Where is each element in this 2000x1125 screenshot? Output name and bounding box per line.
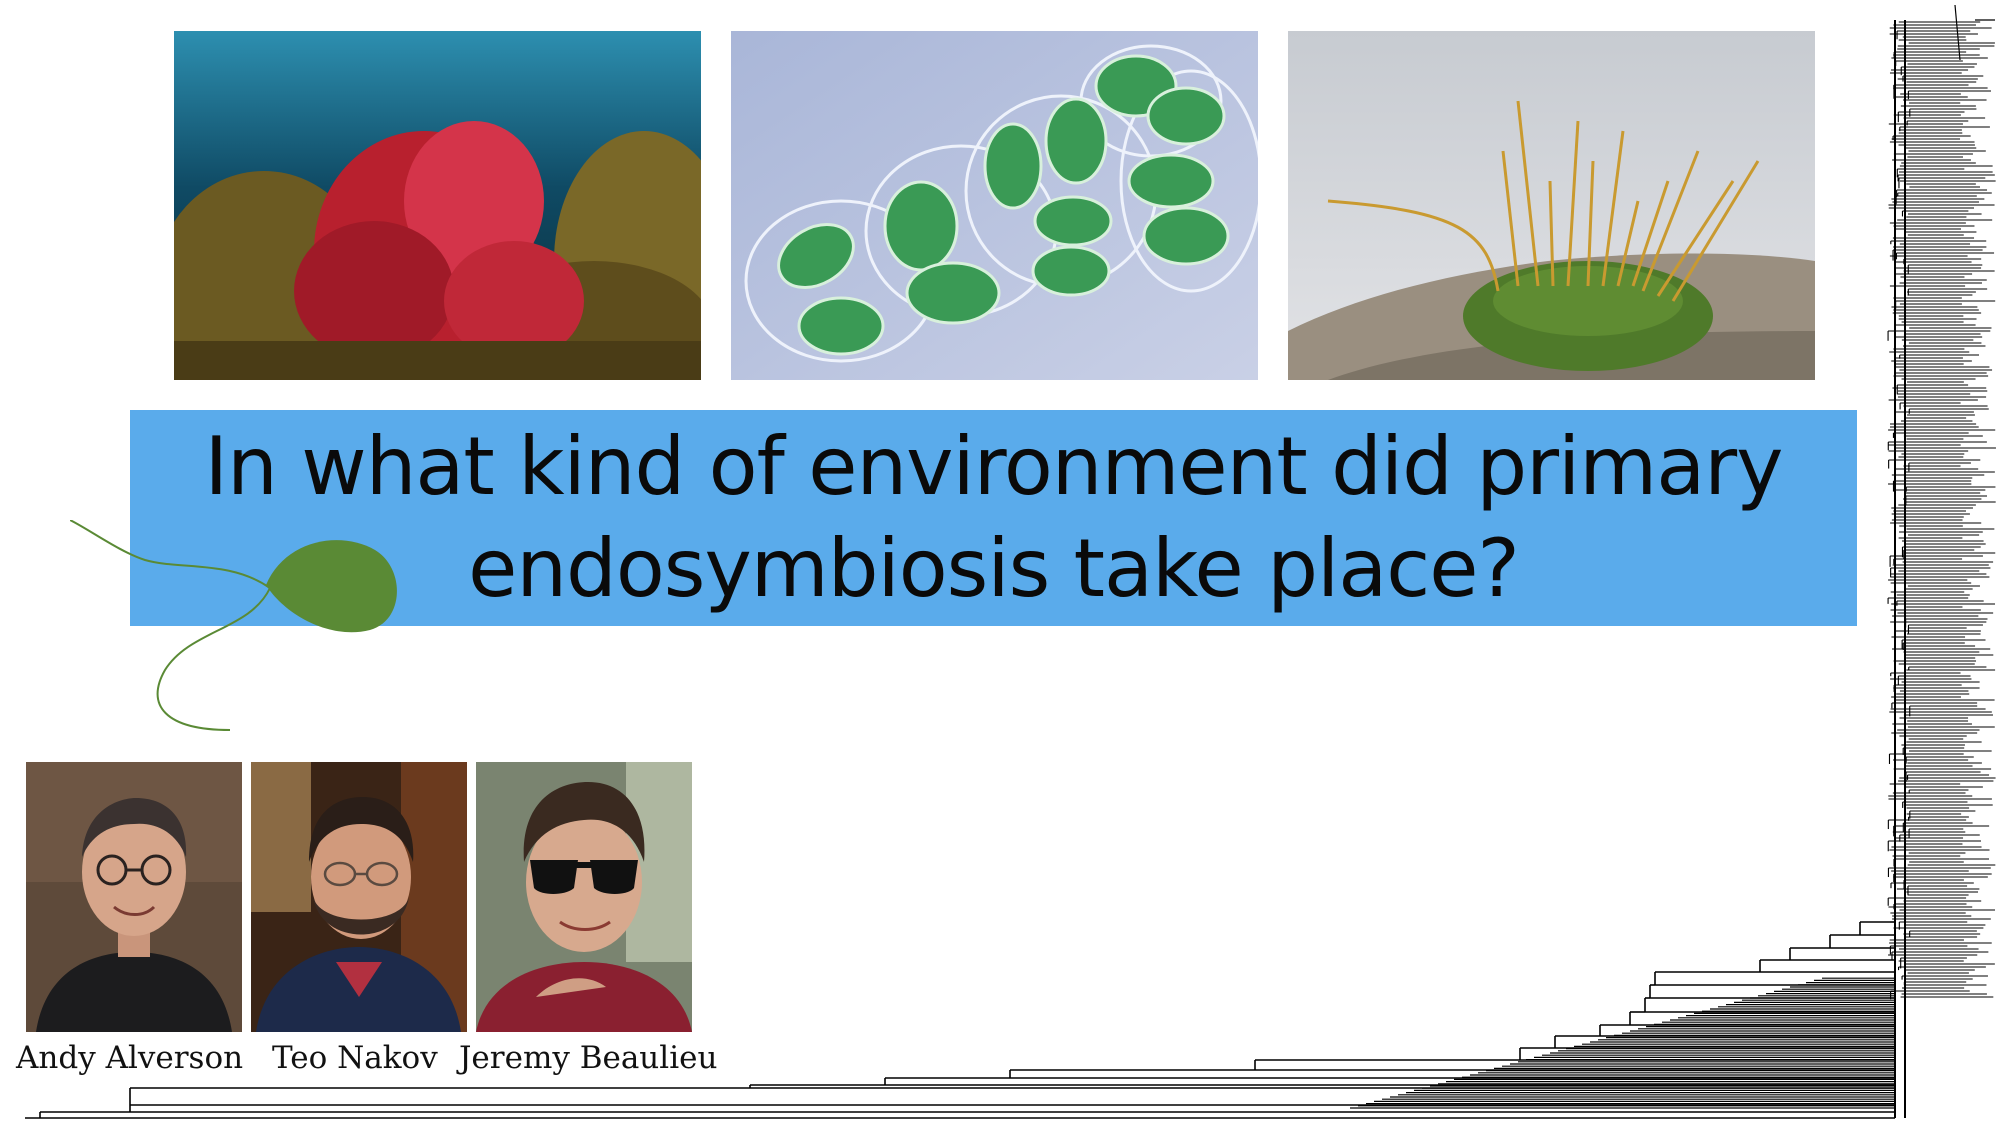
- portrait-teo-nakov: [251, 762, 467, 1032]
- title-banner: In what kind of environment did primary …: [130, 410, 1857, 626]
- photo-moss-on-rock: [1288, 31, 1815, 380]
- title-line-1: In what kind of environment did primary: [204, 420, 1784, 513]
- name-label-andy-alverson: Andy Alverson: [16, 1040, 244, 1076]
- portrait-andy-alverson: [26, 762, 242, 1032]
- name-label-jeremy-beaulieu: Jeremy Beaulieu: [459, 1040, 718, 1076]
- title-line-2: endosymbiosis take place?: [468, 522, 1520, 615]
- name-label-teo-nakov: Teo Nakov: [272, 1040, 438, 1076]
- portrait-jeremy-beaulieu: [476, 762, 692, 1032]
- photo-green-algal-cells: [731, 31, 1258, 380]
- flagellate-cell-drawing: [70, 520, 397, 731]
- slide-title: In what kind of environment did primary …: [174, 416, 1814, 620]
- photo-red-algae: [174, 31, 701, 380]
